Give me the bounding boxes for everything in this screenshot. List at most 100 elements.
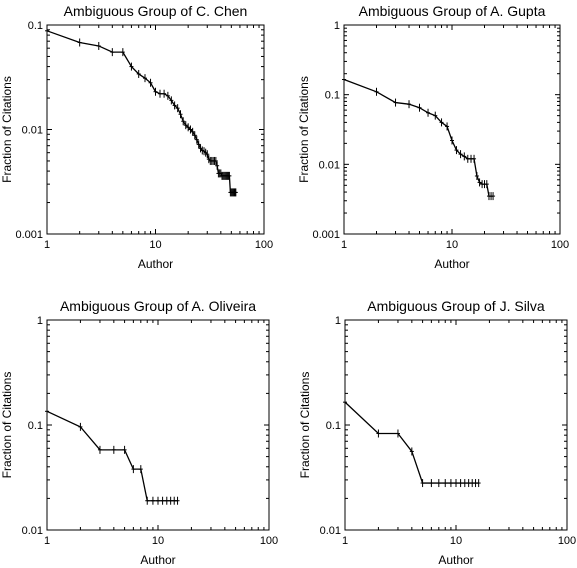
data-point — [77, 38, 82, 47]
data-point — [458, 150, 463, 159]
data-point — [462, 479, 467, 488]
chart-title: Ambiguous Group of J. Silva — [367, 298, 545, 314]
data-point — [150, 496, 155, 505]
data-point — [111, 445, 116, 454]
data-point — [227, 171, 232, 180]
data-point — [417, 103, 422, 112]
data-point — [491, 192, 496, 201]
data-point — [213, 156, 218, 165]
data-point — [164, 496, 169, 505]
y-tick-label: 0.01 — [320, 525, 341, 537]
data-point — [156, 496, 160, 505]
data-point — [194, 135, 199, 144]
chart-panel-3: Ambiguous Group of A. Oliveira Author Frac… — [0, 298, 278, 567]
chart-panel-4: Ambiguous Group of J. Silva Author Fractio… — [298, 298, 576, 567]
y-tick-label: 1 — [335, 315, 341, 327]
data-point — [454, 479, 458, 488]
y-axis-label: Fraction of Citations — [0, 76, 14, 183]
data-point — [192, 131, 197, 140]
data-point — [409, 447, 414, 456]
data-point — [168, 496, 173, 505]
data-point — [190, 127, 195, 136]
data-point — [215, 161, 220, 170]
plot-frame — [344, 319, 568, 531]
chart-title: Ambiguous Group of A. Oliveira — [60, 298, 256, 314]
data-point — [110, 48, 115, 57]
data-point — [138, 465, 143, 474]
series-line — [344, 401, 479, 484]
data-point — [436, 479, 441, 488]
y-tick-label: 0.01 — [319, 159, 340, 171]
plot-frame — [46, 24, 265, 235]
x-tick-label: 1 — [44, 239, 50, 251]
data-point — [472, 154, 477, 163]
data-point — [172, 101, 177, 110]
data-point — [458, 479, 463, 488]
data-point — [169, 96, 174, 105]
x-tick-label: 1 — [342, 535, 348, 547]
data-point — [443, 479, 448, 488]
y-tick-label: 0.1 — [28, 20, 43, 32]
data-point — [183, 121, 188, 130]
data-point — [433, 111, 438, 120]
data-point — [122, 445, 127, 454]
y-tick-label: 0.001 — [15, 229, 43, 241]
data-point — [162, 89, 167, 98]
data-point — [129, 62, 134, 71]
data-point — [477, 178, 482, 187]
y-tick-label: 0.01 — [22, 125, 43, 137]
data-point — [439, 118, 444, 127]
x-tick-label: 100 — [558, 535, 576, 547]
data-point — [448, 479, 453, 488]
data-point — [96, 41, 101, 50]
data-point — [420, 479, 425, 488]
data-point — [131, 465, 136, 474]
data-point — [188, 125, 193, 134]
data-point — [175, 104, 180, 113]
x-tick-label: 100 — [260, 535, 278, 547]
chart-title: Ambiguous Group of A. Gupta — [359, 3, 546, 19]
y-tick-label: 0.01 — [22, 525, 43, 537]
chart-title: Ambiguous Group of C. Chen — [64, 3, 248, 19]
data-point — [474, 172, 479, 181]
y-tick-label: 0.1 — [325, 90, 340, 102]
data-point — [181, 117, 186, 126]
data-point — [120, 48, 125, 57]
data-point — [395, 429, 400, 438]
data-point — [342, 75, 346, 84]
x-axis-label: Author — [438, 553, 473, 567]
series-line — [46, 30, 236, 194]
data-point — [178, 110, 183, 119]
data-point — [426, 108, 431, 117]
x-tick-label: 1 — [341, 239, 347, 251]
data-point — [429, 479, 434, 488]
data-point — [186, 123, 191, 132]
y-tick-label: 1 — [37, 315, 43, 327]
data-point — [454, 146, 459, 155]
data-point — [78, 422, 83, 431]
data-point — [160, 496, 165, 505]
chart-panel-1: Ambiguous Group of C. Chen Author Fraction… — [0, 3, 273, 271]
x-tick-label: 10 — [446, 239, 458, 251]
data-point — [393, 98, 398, 107]
data-point — [466, 479, 471, 488]
x-tick-label: 100 — [255, 239, 273, 251]
data-point — [476, 479, 481, 488]
data-point — [376, 429, 381, 438]
data-point — [45, 26, 49, 35]
data-point — [136, 69, 141, 78]
x-tick-label: 1 — [44, 535, 50, 547]
data-point — [45, 407, 49, 416]
data-point — [462, 152, 467, 161]
y-axis-label: Fraction of Citations — [298, 372, 312, 479]
x-axis-label: Author — [140, 553, 175, 567]
data-point — [407, 100, 412, 109]
data-point — [157, 89, 162, 98]
data-point — [374, 87, 379, 96]
x-tick-label: 10 — [149, 239, 161, 251]
x-axis-label: Author — [138, 257, 173, 271]
y-tick-label: 0.001 — [312, 229, 340, 241]
data-point — [145, 496, 150, 505]
y-axis-label: Fraction of Citations — [297, 76, 311, 183]
